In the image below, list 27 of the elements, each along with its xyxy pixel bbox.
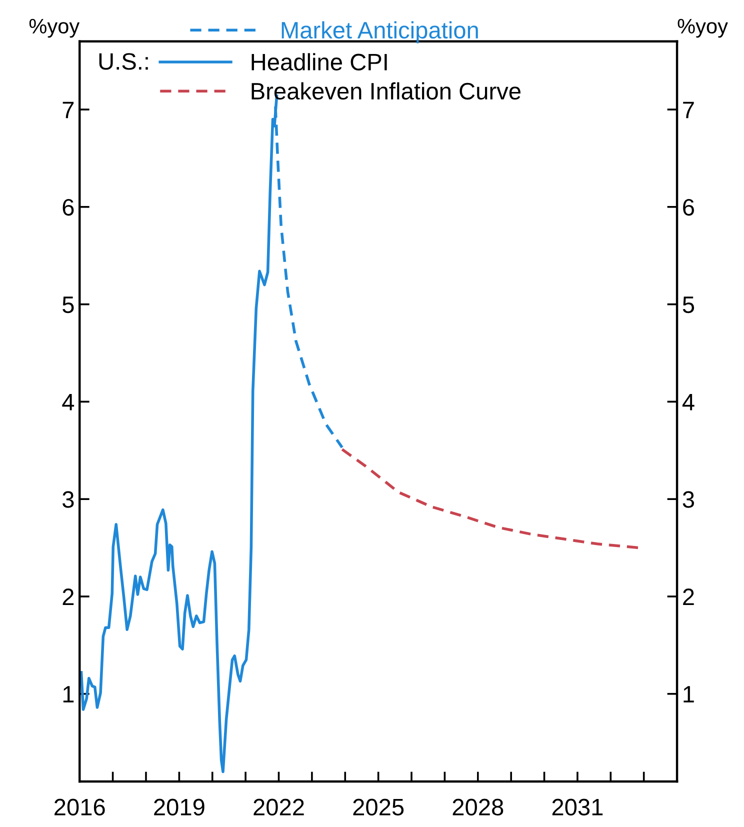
legend-title: U.S.: xyxy=(99,53,148,70)
y-tick-label: 6 xyxy=(62,198,74,216)
legend-label: Breakeven Inflation Curve xyxy=(252,82,520,100)
y-axis-title: %yoy xyxy=(29,18,80,38)
x-tick-label: 2031 xyxy=(552,798,603,816)
y-tick-label: 4 xyxy=(62,394,74,410)
x-tick-label: 2019 xyxy=(154,798,204,816)
x-tick-label: 2025 xyxy=(353,798,404,816)
y2-tick-label: 5 xyxy=(682,296,694,314)
x-tick-label: 2016 xyxy=(54,798,105,816)
x-tick-label: 2028 xyxy=(452,798,504,816)
y-tick-label: 7 xyxy=(62,102,74,118)
y2-tick-label: 1 xyxy=(684,686,694,702)
y-tick-label: 5 xyxy=(62,296,74,314)
y-tick-label: 1 xyxy=(63,686,74,702)
y2-axis-title: %yoy xyxy=(678,18,728,38)
y2-tick-label: 2 xyxy=(683,588,694,606)
y-tick-label: 2 xyxy=(62,588,74,606)
y2-tick-label: 3 xyxy=(682,491,694,508)
line-series xyxy=(340,448,640,550)
y-tick-label: 3 xyxy=(62,491,74,508)
legend-label: Headline CPI xyxy=(252,53,387,70)
legend-label: Market Anticipation xyxy=(282,21,478,44)
y2-tick-label: 6 xyxy=(683,198,694,216)
x-tick-label: 2022 xyxy=(254,798,304,816)
y2-tick-label: 7 xyxy=(683,102,694,118)
y2-tick-label: 4 xyxy=(682,394,694,410)
